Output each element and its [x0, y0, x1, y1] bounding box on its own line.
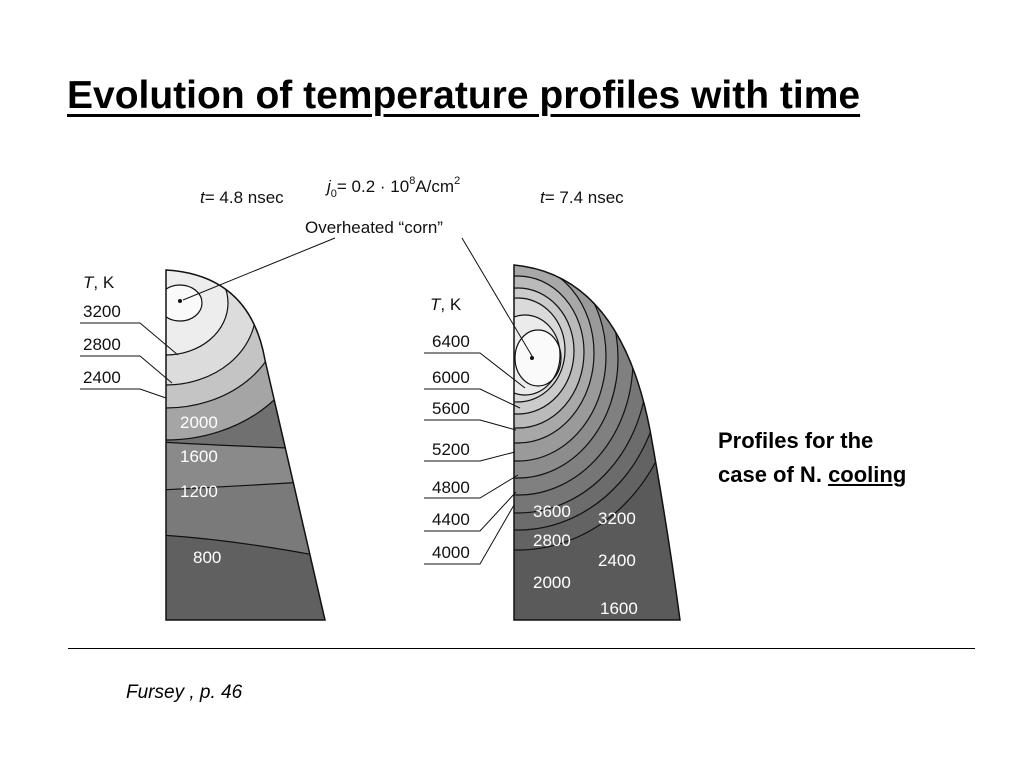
figure-svg: t= 4.8 nsec j0= 0.2 · 108A/cm2 Overheate…: [80, 175, 681, 621]
right-label-6000: 6000: [432, 368, 470, 387]
left-label-3200: 3200: [83, 302, 121, 321]
divider-line: [68, 648, 975, 649]
right-label-2000: 2000: [533, 573, 571, 592]
left-corn-marker: [178, 299, 182, 303]
side-note-prefix: case of N.: [718, 462, 822, 487]
left-label-2400: 2400: [83, 368, 121, 387]
left-label-1600: 1600: [180, 447, 218, 466]
side-note-cooling: cooling: [828, 462, 907, 487]
right-corn-marker: [530, 356, 534, 360]
right-leader-lines: [424, 352, 526, 565]
right-axis-label: T, K: [430, 295, 462, 314]
left-label-1200: 1200: [180, 482, 218, 501]
right-label-3200: 3200: [598, 509, 636, 528]
left-leader-lines: [80, 322, 179, 399]
right-label-2400: 2400: [598, 551, 636, 570]
source-citation: Fursey , p. 46: [126, 682, 243, 703]
right-profile-outline: [513, 264, 681, 621]
right-label-4400: 4400: [432, 510, 470, 529]
right-label-1600: 1600: [600, 599, 638, 618]
overheated-corn-label: Overheated “corn”: [305, 218, 443, 237]
left-profile-outline: [165, 269, 326, 621]
left-time-label: t= 4.8 nsec: [200, 188, 284, 207]
left-axis-label: T, K: [83, 273, 115, 292]
left-label-2000: 2000: [180, 413, 218, 432]
right-profile-shading: [514, 265, 680, 620]
right-time-label: t= 7.4 nsec: [540, 188, 624, 207]
temperature-profiles-figure: t= 4.8 nsec j0= 0.2 · 108A/cm2 Overheate…: [0, 160, 720, 630]
right-label-5600: 5600: [432, 399, 470, 418]
right-label-5200: 5200: [432, 440, 470, 459]
side-note-line2: case of N. cooling: [718, 458, 906, 492]
right-label-4000: 4000: [432, 543, 470, 562]
right-label-4800: 4800: [432, 478, 470, 497]
current-density-label: j0= 0.2 · 108A/cm2: [325, 175, 460, 200]
side-note-line1: Profiles for the: [718, 428, 874, 453]
right-label-2800: 2800: [533, 531, 571, 550]
right-label-3600: 3600: [533, 502, 571, 521]
right-label-6400: 6400: [432, 332, 470, 351]
corn-pointer-lines: [182, 237, 533, 357]
left-label-2800: 2800: [83, 335, 121, 354]
slide-title: Evolution of temperature profiles with t…: [67, 74, 861, 117]
side-note: Profiles for the case of N. cooling: [718, 424, 906, 492]
left-label-800: 800: [193, 548, 221, 567]
